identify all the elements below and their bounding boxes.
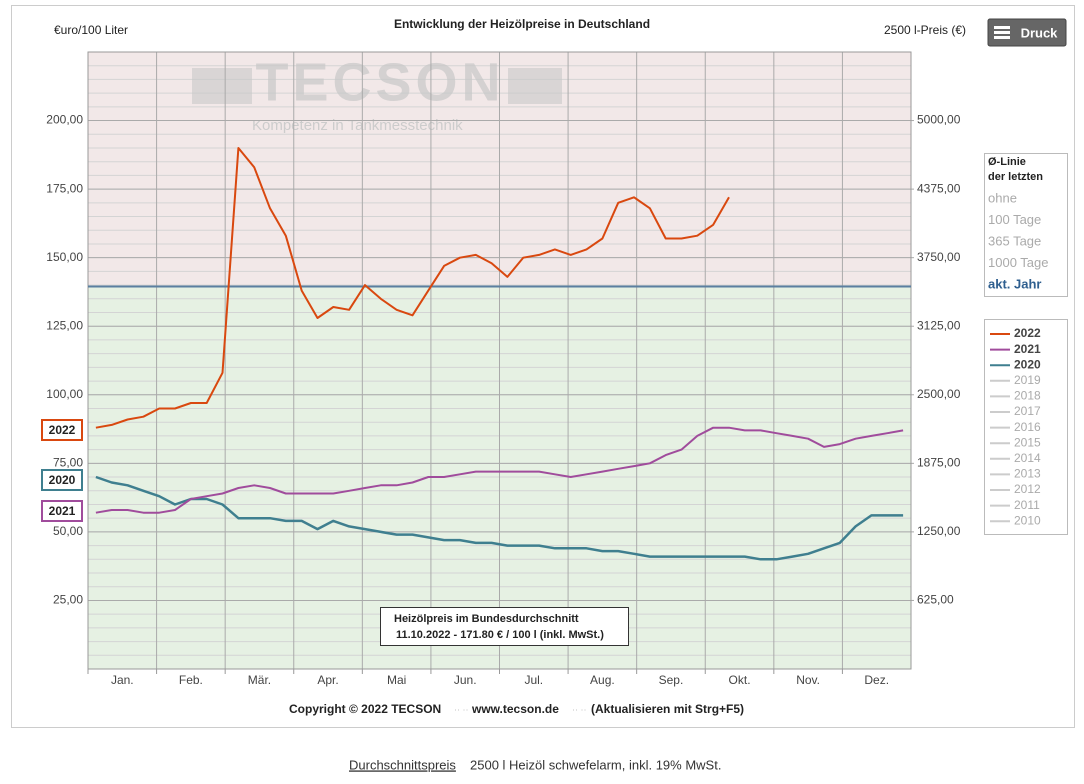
x-tick-label: Mai bbox=[387, 673, 406, 687]
y-axis-label: €uro/100 Liter bbox=[54, 23, 128, 37]
legend-label[interactable]: 2016 bbox=[1014, 420, 1041, 434]
watermark-subtitle: Kompetenz in Tankmesstechnik bbox=[252, 117, 463, 134]
x-tick-label: Mär. bbox=[248, 673, 271, 687]
average-option[interactable]: 365 Tage bbox=[988, 233, 1041, 248]
series-line bbox=[95, 475, 904, 561]
y-tick-label: 200,00 bbox=[46, 113, 83, 127]
average-heading: der letzten bbox=[988, 171, 1043, 183]
y2-tick-label: 5000,00 bbox=[917, 113, 961, 127]
copyright: Copyright © 2022 TECSON bbox=[289, 702, 441, 716]
x-tick-label: Okt. bbox=[729, 673, 751, 687]
print-icon bbox=[994, 36, 1010, 39]
x-tick-label: Dez. bbox=[864, 673, 889, 687]
plot-area: TECSON Kompetenz in Tankmesstechnik bbox=[87, 51, 914, 674]
plot-border bbox=[87, 51, 912, 670]
separator: ·· ·· bbox=[454, 704, 469, 714]
y2-tick-label: 2500,00 bbox=[917, 387, 961, 401]
average-option[interactable]: akt. Jahr bbox=[988, 276, 1041, 291]
average-heading: Ø-Linie bbox=[988, 156, 1026, 168]
y-tick-label: 75,00 bbox=[53, 456, 83, 470]
y2-tick-label: 1875,00 bbox=[917, 456, 961, 470]
series-line bbox=[95, 147, 730, 429]
legend-label[interactable]: 2019 bbox=[1014, 373, 1041, 387]
average-option[interactable]: 100 Tage bbox=[988, 212, 1041, 227]
y-tick-label: 50,00 bbox=[53, 524, 83, 538]
print-label[interactable]: Druck bbox=[1021, 25, 1059, 40]
x-tick-label: Apr. bbox=[317, 673, 338, 687]
watermark-title: TECSON bbox=[255, 52, 504, 112]
legend-label[interactable]: 2017 bbox=[1014, 404, 1041, 418]
caption: 2500 l Heizöl schwefelarm, inkl. 19% MwS… bbox=[470, 757, 721, 772]
y-tick-label: 150,00 bbox=[46, 250, 83, 264]
info-box bbox=[380, 607, 629, 646]
legend-label[interactable]: 2012 bbox=[1014, 482, 1041, 496]
info-text: 11.10.2022 - 171.80 € / 100 l (inkl. MwS… bbox=[396, 629, 604, 641]
y2-tick-label: 625,00 bbox=[917, 593, 954, 607]
watermark-bar bbox=[192, 68, 252, 104]
x-tick-label: Aug. bbox=[590, 673, 615, 687]
legend-label[interactable]: 2011 bbox=[1014, 498, 1040, 512]
separator: ·· ·· bbox=[572, 704, 587, 714]
x-tick-label: Nov. bbox=[796, 673, 820, 687]
watermark-bar bbox=[508, 68, 562, 104]
legend-label[interactable]: 2018 bbox=[1014, 389, 1041, 403]
x-tick-label: Feb. bbox=[179, 673, 203, 687]
refresh-hint: (Aktualisieren mit Strg+F5) bbox=[591, 702, 744, 716]
y2-tick-label: 1250,00 bbox=[917, 524, 961, 538]
legend-label[interactable]: 2021 bbox=[1014, 342, 1041, 356]
legend-label[interactable]: 2015 bbox=[1014, 435, 1041, 449]
x-tick-label: Sep. bbox=[659, 673, 684, 687]
print-button-bg[interactable] bbox=[987, 18, 1067, 47]
website[interactable]: www.tecson.de bbox=[471, 702, 559, 716]
year-tag: 2022 bbox=[49, 423, 76, 437]
average-option[interactable]: 1000 Tage bbox=[988, 255, 1049, 270]
legend-label[interactable]: 2022 bbox=[1014, 326, 1041, 340]
chart-title: Entwicklung der Heizölpreise in Deutschl… bbox=[394, 17, 650, 31]
x-tick-label: Jun. bbox=[454, 673, 477, 687]
y-tick-label: 25,00 bbox=[53, 593, 83, 607]
print-icon bbox=[994, 26, 1010, 29]
year-tag-box bbox=[41, 419, 83, 441]
x-tick-label: Jan. bbox=[111, 673, 134, 687]
legend-label[interactable]: 2020 bbox=[1014, 357, 1041, 371]
y2-axis-label: 2500 l-Preis (€) bbox=[884, 23, 966, 37]
print-button[interactable]: Druck bbox=[987, 18, 1067, 47]
year-tag: 2021 bbox=[49, 504, 76, 518]
y2-tick-label: 4375,00 bbox=[917, 181, 961, 195]
legend-label[interactable]: 2014 bbox=[1014, 451, 1041, 465]
y2-tick-label: 3750,00 bbox=[917, 250, 961, 264]
x-tick-label: Jul. bbox=[524, 673, 543, 687]
info-text: Heizölpreis im Bundesdurchschnitt bbox=[394, 613, 579, 625]
average-option[interactable]: ohne bbox=[988, 190, 1017, 205]
average-panel bbox=[984, 153, 1068, 297]
year-tag: 2020 bbox=[49, 473, 76, 487]
year-tag-box bbox=[41, 469, 83, 491]
print-icon bbox=[994, 31, 1010, 34]
legend-label[interactable]: 2010 bbox=[1014, 513, 1041, 527]
y-tick-label: 100,00 bbox=[46, 387, 83, 401]
series-line bbox=[95, 426, 904, 514]
y-tick-label: 125,00 bbox=[46, 318, 83, 332]
legend-label[interactable]: 2013 bbox=[1014, 467, 1041, 481]
y-tick-label: 175,00 bbox=[46, 181, 83, 195]
caption-link[interactable]: Durchschnittspreis bbox=[349, 757, 456, 772]
year-tag-box bbox=[41, 500, 83, 522]
y2-tick-label: 3125,00 bbox=[917, 318, 961, 332]
